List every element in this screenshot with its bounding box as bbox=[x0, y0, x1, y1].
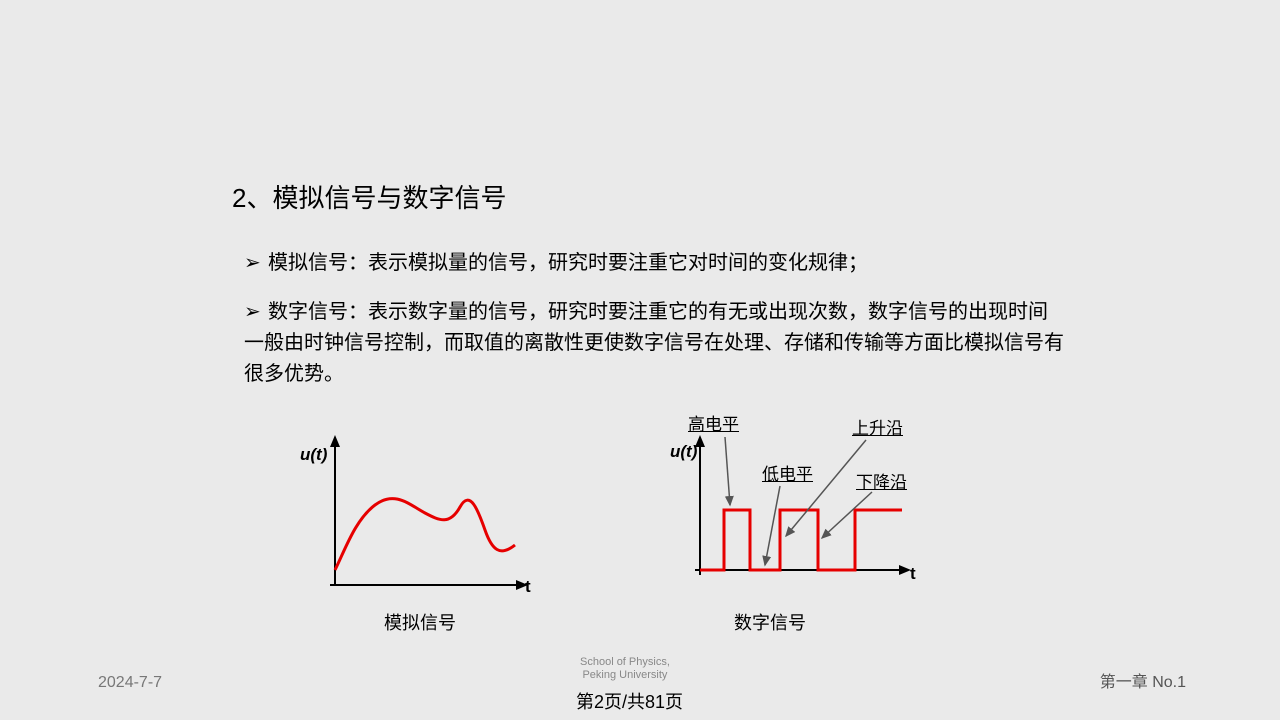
footer-date: 2024-7-7 bbox=[98, 674, 162, 692]
footer-school-line1: School of Physics, bbox=[580, 656, 670, 668]
bullet-item: ➢数字信号：表示数字量的信号，研究时要注重它的有无或出现次数，数字信号的出现时间… bbox=[244, 297, 1064, 390]
label-rising: 上升沿 bbox=[852, 414, 903, 439]
analog-plot bbox=[300, 425, 540, 600]
footer-page: 第2页/共81页 bbox=[576, 688, 683, 714]
footer-school: School of Physics, Peking University bbox=[580, 656, 670, 682]
analog-y-label: u(t) bbox=[300, 445, 327, 465]
footer-chapter: 第一章 No.1 bbox=[1100, 668, 1186, 692]
analog-caption: 模拟信号 bbox=[300, 609, 540, 635]
section-title: 2、模拟信号与数字信号 bbox=[232, 178, 506, 215]
digital-y-label: u(t) bbox=[670, 442, 697, 462]
bullet-marker-icon: ➢ bbox=[244, 248, 268, 279]
label-high: 高电平 bbox=[688, 410, 739, 435]
digital-caption: 数字信号 bbox=[670, 609, 870, 635]
figures-container: u(t) t 模拟信号 高电平 低电平 上升沿 下降沿 u(t) bbox=[300, 425, 1000, 645]
analog-x-label: t bbox=[525, 577, 531, 597]
digital-x-label: t bbox=[910, 564, 916, 584]
bullet-list: ➢模拟信号：表示模拟量的信号，研究时要注重它对时间的变化规律； ➢数字信号：表示… bbox=[244, 248, 1064, 408]
bullet-text: 模拟信号：表示模拟量的信号，研究时要注重它对时间的变化规律； bbox=[268, 252, 868, 274]
footer-school-line2: Peking University bbox=[582, 669, 667, 681]
bullet-text: 数字信号：表示数字量的信号，研究时要注重它的有无或出现次数，数字信号的出现时间一… bbox=[244, 301, 1064, 385]
label-falling: 下降沿 bbox=[856, 468, 907, 493]
label-low: 低电平 bbox=[762, 460, 813, 485]
figure-digital: 高电平 低电平 上升沿 下降沿 u(t) t 数字信号 bbox=[670, 410, 930, 635]
figure-analog: u(t) t 模拟信号 bbox=[300, 425, 540, 635]
bullet-marker-icon: ➢ bbox=[244, 297, 268, 328]
bullet-item: ➢模拟信号：表示模拟量的信号，研究时要注重它对时间的变化规律； bbox=[244, 248, 1064, 279]
